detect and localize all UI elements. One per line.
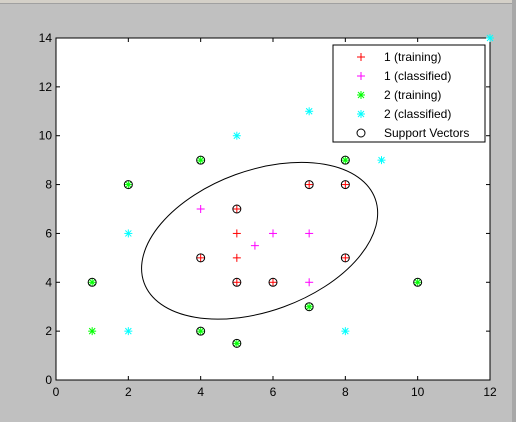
point-1-training xyxy=(232,229,241,238)
legend[interactable]: 1 (training) 1 (classified) 2 (training) 2 … xyxy=(332,44,486,143)
legend-entry-label: 1 (training) xyxy=(384,50,441,64)
point-1-training xyxy=(341,253,350,262)
point-1-training xyxy=(269,278,277,287)
x-tick-label: 2 xyxy=(125,385,132,399)
point-support-vectors xyxy=(196,326,206,336)
decision-boundary xyxy=(141,161,379,320)
point-1-classified xyxy=(269,229,277,238)
legend-marker xyxy=(357,110,365,118)
point-1-training xyxy=(341,180,350,189)
x-tick-label: 8 xyxy=(342,385,349,399)
point-2-classified xyxy=(305,107,314,116)
legend-marker xyxy=(357,91,365,99)
legend-marker xyxy=(356,128,366,138)
legend-entry-label: 1 (classified) xyxy=(384,69,451,83)
point-2-training xyxy=(232,339,241,348)
point-1-training xyxy=(305,180,314,189)
point-2-classified xyxy=(486,34,494,42)
toolbar-strip xyxy=(0,0,516,4)
legend-box xyxy=(332,44,486,143)
point-support-vectors xyxy=(268,277,278,287)
point-support-vectors xyxy=(413,277,423,287)
point-support-vectors xyxy=(232,277,242,287)
y-tick-label: 12 xyxy=(39,80,53,94)
point-support-vectors xyxy=(87,277,97,287)
y-tick-label: 4 xyxy=(45,275,52,289)
y-tick-label: 0 xyxy=(45,373,52,387)
point-2-training xyxy=(196,327,205,336)
point-2-training xyxy=(124,180,133,189)
point-2-training xyxy=(305,302,314,311)
y-tick-label: 10 xyxy=(39,129,53,143)
point-1-training xyxy=(232,253,241,262)
point-2-training xyxy=(88,278,97,287)
point-1-training xyxy=(232,205,241,213)
point-support-vectors xyxy=(196,253,206,263)
x-tick-label: 4 xyxy=(197,385,204,399)
y-tick-label: 8 xyxy=(45,178,52,192)
legend-marker xyxy=(357,53,365,61)
x-tick-label: 10 xyxy=(411,385,425,399)
window-frame-edge xyxy=(512,0,516,422)
point-2-classified xyxy=(124,327,133,336)
x-tick-label: 0 xyxy=(53,385,60,399)
point-1-training xyxy=(196,253,205,262)
point-1-classified xyxy=(305,229,314,238)
point-support-vectors xyxy=(340,155,350,165)
point-support-vectors xyxy=(232,338,242,348)
point-support-vectors xyxy=(340,253,350,263)
point-support-vectors xyxy=(196,155,206,165)
legend-entry-label: 2 (classified) xyxy=(384,107,451,121)
x-tick-label: 6 xyxy=(270,385,277,399)
point-2-classified xyxy=(124,229,133,238)
point-support-vectors xyxy=(304,302,314,312)
point-1-training xyxy=(232,278,241,287)
point-support-vectors xyxy=(304,180,314,190)
point-2-classified xyxy=(341,327,350,336)
point-support-vectors xyxy=(232,204,242,214)
point-2-training xyxy=(341,156,350,165)
legend-entry-label: 2 (training) xyxy=(384,88,441,102)
point-support-vectors xyxy=(123,180,133,190)
tick-labels: 0 2 4 6 8 10 12 0 2 4 6 8 10 12 14 xyxy=(39,31,497,399)
point-2-classified xyxy=(232,131,241,140)
decision-boundary-layer xyxy=(141,161,379,320)
y-tick-label: 6 xyxy=(45,226,52,240)
legend-marker xyxy=(357,72,365,80)
point-1-classified xyxy=(305,278,314,287)
point-support-vectors xyxy=(340,180,350,190)
point-1-classified xyxy=(196,205,205,213)
point-1-classified xyxy=(250,241,259,250)
y-tick-label: 14 xyxy=(39,31,53,45)
y-tick-label: 2 xyxy=(45,324,52,338)
point-2-training xyxy=(88,327,97,336)
point-2-training xyxy=(413,278,422,287)
x-tick-label: 12 xyxy=(483,385,497,399)
point-2-classified xyxy=(377,156,386,165)
legend-entry-label: Support Vectors xyxy=(384,126,469,140)
point-2-training xyxy=(196,156,205,165)
data-marks xyxy=(87,34,494,348)
